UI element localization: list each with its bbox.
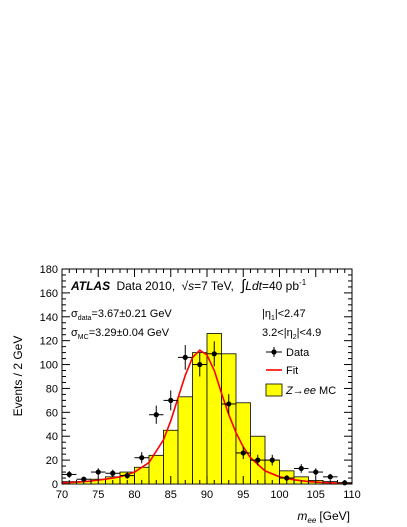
axes: 70 75 80 85 90 95 100 105 110 0 20 40 60 80 100 120 140 1… [40, 264, 361, 501]
x-axis-title-sub: ee [307, 516, 316, 525]
data-point [221, 394, 236, 414]
data-point [308, 468, 323, 476]
y-tick-label: 80 [46, 383, 58, 395]
x-tick-label: 105 [307, 489, 325, 501]
sigma-mc-label: σMC=3.29±0.04 GeV [71, 327, 170, 341]
legend-entry-mc: Z→ee MC [265, 383, 336, 397]
legend-label-data: Data [286, 347, 310, 359]
data-point [207, 341, 222, 367]
y-axis-title: Events / 2 GeV [11, 336, 25, 417]
mc-bar [235, 402, 251, 485]
data-point [323, 473, 338, 480]
y-tick-label: 180 [40, 264, 58, 276]
y-tick-label: 160 [40, 288, 58, 300]
data-point [265, 454, 280, 466]
data-point [149, 405, 164, 424]
data-point [105, 469, 120, 477]
lumi-value: =40 pb [262, 279, 299, 293]
legend-label-fit: Fit [286, 365, 298, 377]
data-point [294, 464, 309, 473]
eta2-cut-label: 3.2<|η2|<4.9 [262, 327, 321, 341]
y-tick-label: 0 [52, 479, 58, 491]
y-tick-label: 40 [46, 431, 58, 443]
x-tick-label: 95 [237, 489, 249, 501]
data-point [236, 446, 251, 460]
y-tick-label: 100 [40, 360, 58, 372]
data-point [279, 475, 294, 481]
sigma-data-label: σdata=3.67±0.21 GeV [71, 308, 172, 322]
y-tick-label: 140 [40, 312, 58, 324]
x-tick-label: 100 [270, 489, 288, 501]
mc-bar [177, 396, 193, 485]
legend-label-mc: Z→ee MC [285, 385, 336, 397]
x-tick-label: 110 [343, 489, 361, 501]
data-points [62, 341, 352, 486]
data-point [62, 471, 77, 478]
x-axis-title-unit: [GeV] [319, 509, 350, 523]
x-tick-label: 70 [56, 489, 68, 501]
x-tick-label: 90 [201, 489, 213, 501]
y-tick-label: 120 [40, 336, 58, 348]
x-axis-title-main: m [297, 509, 307, 523]
mc-histogram [61, 333, 353, 485]
data-point [163, 390, 178, 411]
lumi-L: L [245, 279, 252, 293]
eta1-cut-label: |η1|<2.47 [262, 308, 306, 322]
data-point [178, 345, 193, 370]
y-tick-label: 60 [46, 407, 58, 419]
data-point [192, 352, 207, 377]
data-year-label: Data 2010, [116, 279, 175, 293]
lumi-dt: dt [252, 279, 263, 293]
data-point [120, 472, 135, 479]
s-symbol: s [188, 279, 194, 293]
x-axis-title: mee [GeV] [297, 509, 350, 525]
x-tick-label: 80 [128, 489, 140, 501]
legend-entry-fit: Fit [266, 365, 298, 377]
x-tick-label: 85 [165, 489, 177, 501]
legend-entry-data: Data [266, 347, 310, 359]
lumi-exponent: -1 [299, 278, 307, 287]
header-line: ATLAS Data 2010, √s=7 TeV, ∫Ldt=40 pb-1 [70, 277, 307, 294]
legend: Data Fit Z→ee MC [265, 347, 336, 397]
mc-bar [221, 353, 237, 485]
integral-symbol: ∫ [240, 277, 247, 294]
data-point [134, 452, 149, 464]
x-tick-label: 75 [92, 489, 104, 501]
sqrt-symbol: √ [182, 279, 189, 293]
y-tick-label: 20 [46, 455, 58, 467]
data-point [250, 454, 265, 466]
mc-bar [163, 429, 179, 485]
atlas-label: ATLAS [70, 279, 110, 293]
data-point [91, 468, 106, 476]
energy-label: =7 TeV, [194, 279, 234, 293]
